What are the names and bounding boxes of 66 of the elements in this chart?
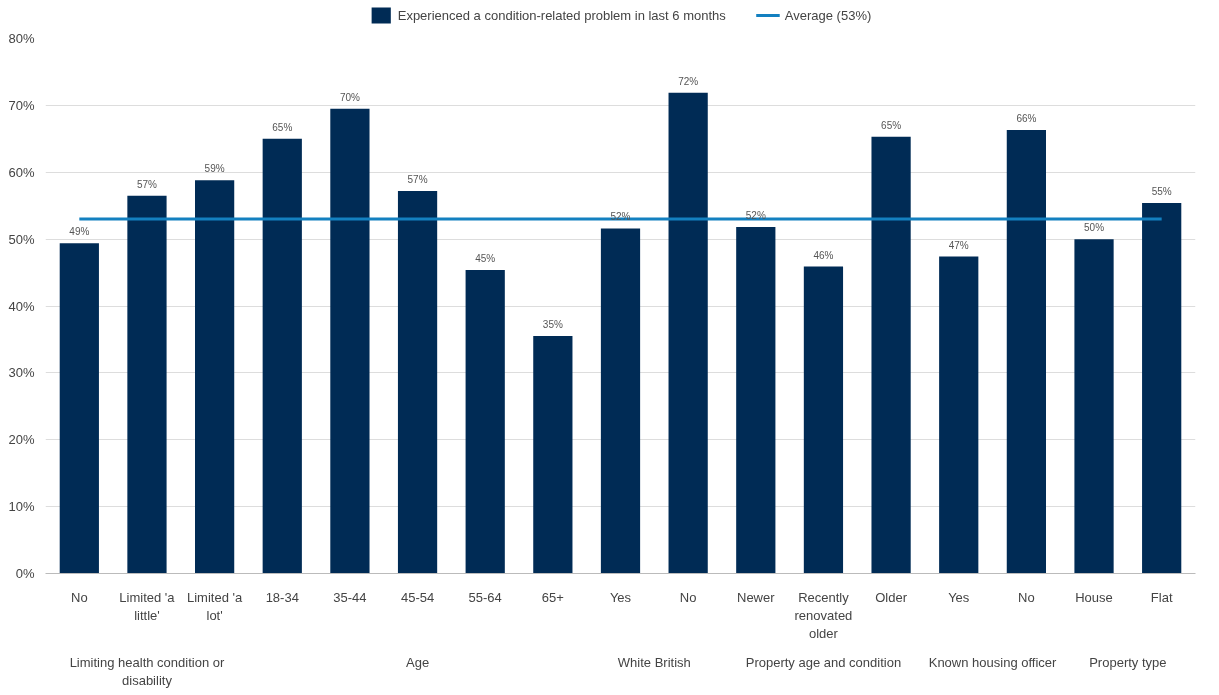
data-label: 65% (272, 121, 293, 133)
data-label: 66% (1016, 113, 1037, 125)
data-label: 50% (1084, 222, 1105, 234)
bar (533, 336, 573, 574)
x-tick-label: Recently renovated older (794, 589, 853, 641)
y-tick-label: 80% (8, 31, 35, 46)
y-tick-label: 0% (15, 566, 35, 581)
bar (736, 227, 776, 574)
x-tick-label: Newer (737, 589, 776, 605)
data-label: 59% (204, 163, 225, 175)
y-tick-label: 20% (8, 432, 35, 448)
x-tick-label: Older (875, 589, 908, 605)
bar (330, 108, 370, 574)
legend-label: Experienced a condition-related problem in last 6 months (397, 7, 726, 23)
x-tick-label: 65+ (541, 589, 564, 605)
x-tick-label: No (71, 589, 88, 605)
bar (1006, 130, 1046, 574)
data-label: 45% (475, 252, 496, 264)
data-label: 70% (339, 91, 361, 103)
bar (262, 138, 302, 574)
y-tick-label: 40% (8, 298, 35, 314)
bar (59, 243, 99, 574)
y-tick-label: 30% (8, 365, 35, 381)
bar (127, 195, 167, 574)
x-tick-label: Yes (609, 589, 632, 605)
text: Property age and condition (745, 654, 902, 670)
text: Known housing officer (928, 654, 1058, 670)
data-label: 47% (948, 239, 969, 251)
data-label: 49% (69, 226, 90, 238)
bar (803, 266, 844, 574)
data-label: 55% (1151, 186, 1172, 198)
bar (1074, 239, 1114, 574)
y-tick-label: 70% (8, 97, 35, 113)
bar (1142, 203, 1182, 574)
bar (465, 269, 505, 574)
data-label: 46% (813, 249, 834, 261)
bar (668, 92, 708, 574)
bar (600, 228, 641, 574)
x-tick-label: 18-34 (265, 589, 299, 605)
data-label: 72% (678, 75, 699, 87)
x-tick-label: 35-44 (333, 589, 367, 605)
y-tick-label: 50% (8, 231, 35, 247)
legend-label: Average (53%) (784, 7, 872, 23)
x-tick-label: Limited 'a little' (119, 589, 176, 623)
data-label: 57% (136, 178, 158, 190)
data-label: 57% (407, 173, 428, 185)
bar (397, 190, 438, 574)
x-tick-label: 55-64 (468, 589, 502, 605)
bar (195, 180, 235, 574)
text: Property type (1089, 654, 1167, 670)
y-tick-label: 10% (8, 499, 35, 515)
y-tick-label: 60% (8, 164, 35, 180)
x-tick-label: Yes (948, 589, 970, 605)
text: Limiting health condition or disability (69, 654, 225, 688)
x-tick-label: Limited 'a lot' (187, 589, 243, 623)
x-tick-label: Flat (1150, 589, 1173, 605)
bar (939, 256, 979, 574)
data-label: 65% (881, 119, 902, 131)
x-tick-label: No (679, 589, 697, 605)
text: White British (617, 654, 691, 670)
x-tick-label: House (1075, 589, 1113, 605)
data-label: 35% (542, 319, 563, 331)
bar (871, 136, 911, 574)
text: Age (405, 654, 430, 670)
x-tick-label: 45-54 (400, 589, 435, 605)
x-tick-label: No (1018, 589, 1035, 605)
